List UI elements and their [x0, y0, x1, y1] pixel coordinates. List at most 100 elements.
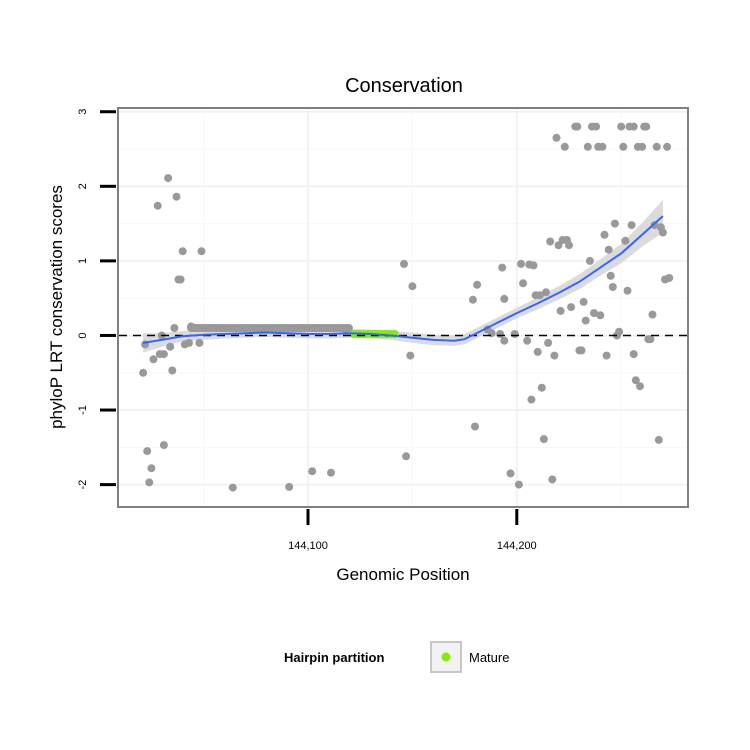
data-point [627, 221, 636, 230]
data-point [646, 335, 655, 344]
y-axis-label: phyloP LRT conservation scores [47, 185, 66, 429]
data-point [598, 142, 607, 151]
data-point [228, 483, 237, 492]
y-tick-label: -2 [77, 480, 89, 490]
smooth-line-layer [142, 215, 664, 344]
data-point [592, 122, 601, 131]
data-point [654, 435, 663, 444]
data-point [517, 259, 525, 268]
data-point [537, 383, 546, 392]
smooth-trend-line [142, 215, 664, 344]
data-point [506, 469, 515, 478]
data-point [153, 201, 162, 210]
data-point [652, 142, 661, 151]
data-point [544, 338, 553, 347]
data-point [178, 247, 187, 256]
data-point [604, 245, 613, 254]
y-tick-label: -1 [77, 405, 89, 415]
data-point [573, 122, 582, 131]
data-point [636, 382, 644, 391]
data-point [159, 350, 168, 359]
data-point [159, 441, 168, 450]
data-point [327, 468, 335, 477]
data-point [527, 395, 536, 404]
data-point [166, 342, 175, 351]
x-tick-label: 144,200 [497, 540, 537, 552]
data-point [565, 241, 573, 250]
data-point [406, 351, 415, 360]
data-point [577, 346, 586, 355]
data-point [143, 447, 152, 456]
data-point [514, 480, 523, 489]
data-point [642, 122, 651, 131]
data-point [519, 279, 528, 288]
data-point [619, 142, 628, 151]
data-point [212, 324, 221, 332]
data-points [139, 122, 674, 492]
data-point [560, 142, 569, 151]
smooth-confidence-ribbon [143, 199, 663, 353]
data-point [658, 228, 667, 237]
data-point [241, 324, 250, 332]
data-point [191, 324, 200, 332]
legend-mature-swatch [441, 652, 451, 662]
data-point [638, 142, 647, 151]
data-point [164, 174, 173, 183]
data-point [663, 142, 672, 151]
data-point [567, 303, 576, 312]
data-point [199, 324, 208, 332]
plot-border [117, 107, 689, 508]
data-point [471, 422, 479, 431]
legend: Hairpin partition Mature [284, 641, 509, 673]
data-point [629, 350, 638, 359]
data-point [170, 324, 179, 332]
data-point [500, 294, 509, 303]
data-point [585, 256, 594, 265]
x-tick-label: 144,100 [288, 540, 328, 552]
data-point [402, 452, 411, 461]
data-point [548, 475, 557, 484]
data-point [523, 336, 532, 345]
data-point [621, 236, 630, 245]
data-point [608, 283, 617, 291]
y-tick-label: 0 [77, 332, 89, 338]
data-point [552, 133, 561, 142]
data-point [581, 316, 590, 325]
data-point [535, 291, 544, 300]
data-point [596, 311, 605, 320]
data-point [285, 482, 294, 491]
y-tick-label: 1 [77, 258, 89, 264]
data-point [139, 368, 148, 377]
data-point [295, 324, 304, 332]
data-point [556, 306, 565, 315]
data-point [316, 324, 325, 332]
data-point [600, 230, 609, 239]
data-point [610, 219, 619, 228]
data-point [195, 338, 204, 347]
data-point [262, 324, 271, 332]
y-tick-label: 2 [77, 183, 89, 189]
data-point [147, 464, 156, 473]
data-point [529, 261, 538, 270]
y-tick-label: 3 [77, 109, 89, 115]
data-point [606, 271, 615, 280]
legend-title: Hairpin partition [284, 650, 384, 665]
plot-area [117, 107, 689, 508]
data-point [473, 280, 482, 289]
data-point [579, 297, 588, 306]
data-point [631, 376, 640, 385]
data-point [615, 327, 624, 336]
data-point [617, 122, 626, 131]
smooth-ribbon-layer [143, 199, 663, 353]
data-point [341, 325, 350, 334]
data-point [172, 192, 181, 201]
data-point [623, 286, 632, 295]
data-point [500, 336, 509, 345]
data-point [546, 237, 555, 246]
data-point [408, 282, 417, 291]
data-point [149, 355, 158, 364]
data-point [176, 275, 185, 284]
data-point [665, 274, 674, 282]
data-point [550, 351, 559, 360]
